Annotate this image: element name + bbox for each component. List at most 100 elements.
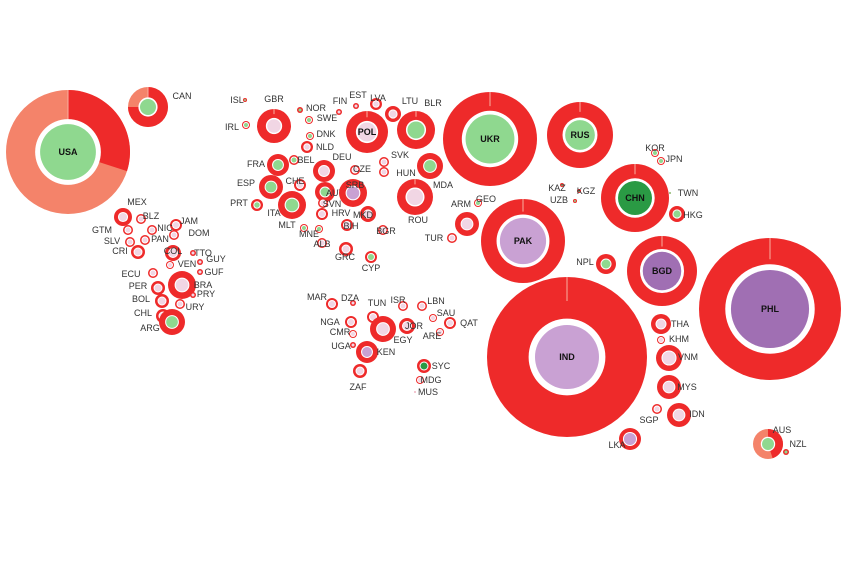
bubble-bra[interactable]: BRA	[168, 271, 212, 299]
bubble-pry[interactable]: PRY	[190, 289, 215, 299]
bubble-jpn[interactable]: JPN	[657, 154, 683, 165]
bubble-mlt[interactable]: MLT	[278, 220, 308, 232]
bubble-bgr[interactable]: BGR	[376, 225, 396, 236]
bubble-pan[interactable]: PAN	[140, 234, 169, 245]
bubble-nor[interactable]: NOR	[297, 103, 327, 113]
bubble-ven[interactable]: VEN	[166, 259, 196, 269]
bubble-lva[interactable]: LVA	[370, 93, 386, 110]
bubble-fra[interactable]: FRA	[247, 154, 289, 176]
bubble-mex[interactable]: MEX	[114, 197, 147, 226]
bubble-arg[interactable]: ARG	[140, 309, 185, 335]
bubble-cmr[interactable]: CMR	[330, 327, 357, 338]
bubble-esp[interactable]: ESP	[237, 175, 283, 199]
bubble-uga[interactable]: UGA	[331, 341, 356, 351]
bubble-cze[interactable]: CZE	[350, 164, 371, 175]
bubble-mar[interactable]: MAR	[307, 292, 338, 310]
bubble-guy[interactable]: GUY	[197, 254, 226, 265]
bubble-tto[interactable]: TTO	[190, 248, 212, 258]
bubble-svk[interactable]: SVK	[379, 150, 409, 167]
bubble-egy[interactable]: EGY	[370, 316, 413, 345]
bubble-isl[interactable]: ISL	[230, 95, 247, 105]
bubble-cyp[interactable]: CYP	[362, 251, 381, 273]
bubble-sau[interactable]: SAU	[429, 308, 455, 322]
bubble-prt[interactable]: PRT	[230, 198, 263, 211]
bubble-phl[interactable]: PHL	[699, 238, 841, 380]
bubble-ltu[interactable]: LTU	[385, 96, 418, 122]
bubble-nga[interactable]: NGA	[320, 316, 357, 328]
bubble-isr[interactable]: ISR	[390, 295, 408, 311]
bubble-gbr[interactable]: GBR	[257, 94, 291, 143]
bubble-gtm[interactable]: GTM	[92, 225, 133, 235]
bubble-che[interactable]: CHE	[285, 176, 306, 191]
bubble-aut[interactable]: AUT	[315, 182, 345, 202]
bubble-svn[interactable]: SVN	[318, 198, 341, 209]
bubble-npl[interactable]: NPL	[576, 254, 616, 274]
bubble-hrv[interactable]: HRV	[316, 208, 350, 220]
bubble-pak[interactable]: PAK	[481, 199, 565, 283]
bubble-mne[interactable]: MNE	[299, 225, 323, 239]
bubble-per[interactable]: PER	[129, 281, 165, 295]
bubble-twn[interactable]: TWN	[669, 188, 698, 198]
bubble-srb[interactable]: SRB	[339, 179, 367, 207]
bubble-idn[interactable]: IDN	[667, 403, 705, 427]
bubble-tha[interactable]: THA	[651, 314, 689, 334]
bubble-dnk[interactable]: DNK	[306, 129, 336, 140]
bubble-irl[interactable]: IRL	[225, 121, 250, 132]
bubble-hun[interactable]: HUN	[379, 167, 416, 178]
bubble-bih[interactable]: BIH	[341, 219, 359, 231]
bubble-can[interactable]: CAN	[128, 87, 192, 127]
bubble-dom[interactable]: DOM	[169, 228, 210, 240]
bubble-blr[interactable]: BLR	[397, 98, 442, 149]
bubble-usa[interactable]: USA	[6, 89, 130, 214]
bubble-sgp[interactable]: SGP	[639, 404, 662, 425]
bubble-qat[interactable]: QAT	[444, 317, 478, 329]
bubble-syc[interactable]: SYC	[417, 359, 451, 373]
bubble-geo[interactable]: GEO	[474, 194, 496, 207]
bubble-lka[interactable]: LKA	[608, 428, 641, 450]
bubble-bgd[interactable]: BGD	[627, 236, 697, 306]
bubble-mdg[interactable]: MDG	[416, 375, 442, 385]
bubble-blz[interactable]: BLZ	[136, 211, 160, 224]
bubble-ecu[interactable]: ECU	[121, 268, 158, 279]
bubble-est[interactable]: EST	[349, 90, 367, 109]
bubble-uzb[interactable]: UZB	[550, 195, 577, 205]
bubble-jam[interactable]: JAM	[170, 216, 198, 231]
bubble-pol[interactable]: POL	[346, 111, 388, 153]
bubble-arm[interactable]: ARM	[451, 199, 479, 236]
bubble-dza[interactable]: DZA	[341, 293, 359, 306]
bubble-mys[interactable]: MYS	[657, 375, 697, 399]
bubble-lbn[interactable]: LBN	[417, 296, 445, 311]
bubble-tur[interactable]: TUR	[425, 233, 457, 243]
bubble-ukr[interactable]: UKR	[443, 92, 537, 186]
bubble-mus[interactable]: MUS	[414, 387, 438, 397]
bubble-bel[interactable]: BEL	[289, 155, 315, 165]
bubble-ind[interactable]: IND	[487, 277, 647, 437]
bubble-vnm[interactable]: VNM	[656, 345, 698, 371]
bubble-swe[interactable]: SWE	[305, 113, 337, 124]
bubble-ken[interactable]: KEN	[356, 341, 395, 363]
bubble-ury[interactable]: URY	[175, 299, 204, 312]
bubble-col[interactable]: COL	[164, 245, 183, 261]
bubble-slv[interactable]: SLV	[104, 236, 135, 247]
bubble-jor[interactable]: JOR	[399, 318, 424, 334]
bubble-zaf[interactable]: ZAF	[350, 364, 368, 392]
bubble-kgz[interactable]: KGZ	[577, 186, 596, 196]
bubble-rou[interactable]: ROU	[397, 179, 433, 225]
bubble-grc[interactable]: GRC	[335, 242, 356, 262]
bubble-mda[interactable]: MDA	[417, 153, 453, 190]
bubble-bol[interactable]: BOL	[132, 294, 169, 308]
bubble-nic[interactable]: NIC	[147, 223, 173, 235]
bubble-kaz[interactable]: KAZ	[548, 183, 566, 193]
bubble-nzl[interactable]: NZL	[783, 439, 807, 455]
bubble-nld[interactable]: NLD	[301, 141, 334, 153]
bubble-cri[interactable]: CRI	[112, 245, 145, 259]
bubble-mkd[interactable]: MKD	[353, 206, 376, 222]
bubble-hkg[interactable]: HKG	[669, 206, 703, 222]
bubble-alb[interactable]: ALB	[313, 238, 331, 249]
bubble-chn[interactable]: CHN	[601, 164, 669, 232]
bubble-rus[interactable]: RUS	[547, 102, 613, 168]
bubble-fin[interactable]: FIN	[333, 96, 348, 115]
bubble-guf[interactable]: GUF	[197, 267, 224, 277]
bubble-khm[interactable]: KHM	[657, 334, 689, 344]
bubble-kor[interactable]: KOR	[645, 143, 665, 157]
